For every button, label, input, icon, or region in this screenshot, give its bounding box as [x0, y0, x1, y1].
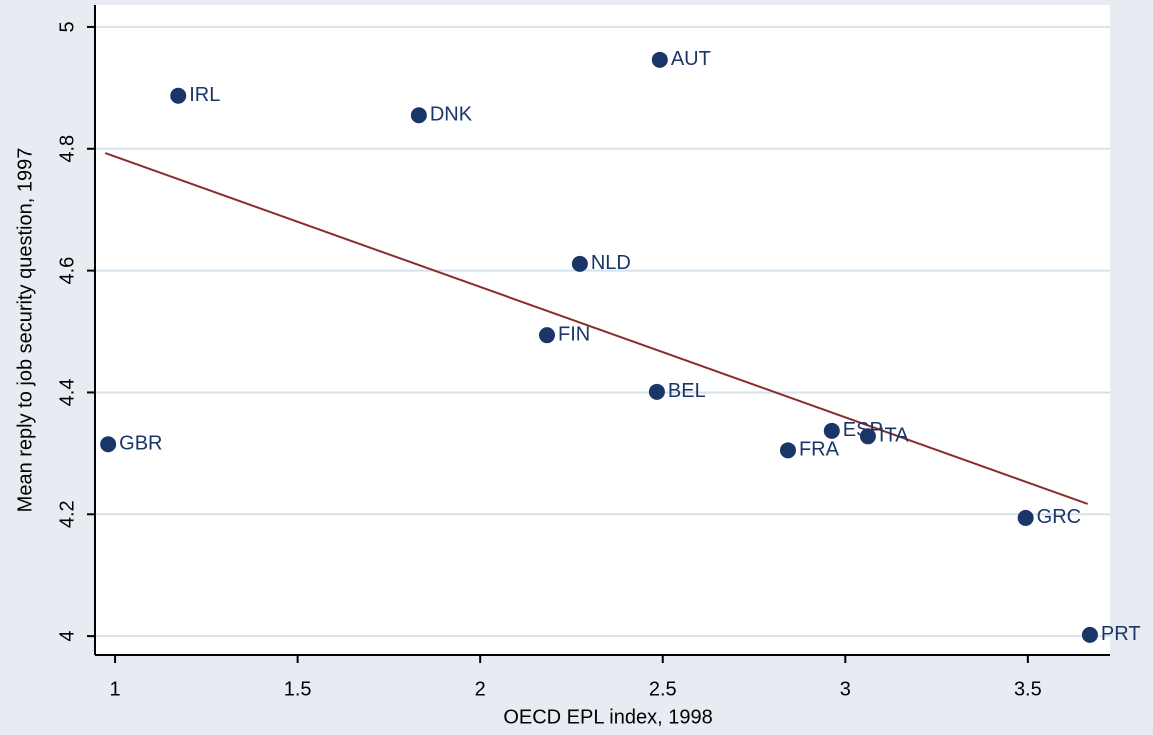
point-label: FRA	[799, 439, 840, 461]
point	[859, 428, 876, 445]
x-tick-label: 2	[475, 678, 486, 700]
point-label: AUT	[671, 48, 711, 70]
point	[170, 87, 187, 104]
y-tick-label: 5	[56, 21, 78, 32]
point	[823, 422, 840, 439]
y-tick-label: 4.2	[56, 500, 78, 528]
x-tick-label: 2.5	[649, 678, 677, 700]
y-tick-label: 4.4	[56, 379, 78, 407]
y-tick-label: 4	[56, 631, 78, 642]
x-tick-label: 1.5	[284, 678, 312, 700]
point	[571, 255, 588, 272]
point-label: BEL	[668, 380, 706, 402]
y-tick-label: 4.6	[56, 257, 78, 285]
point-label: FIN	[558, 323, 590, 345]
point-label: GBR	[119, 433, 162, 455]
point	[410, 107, 427, 124]
x-axis-label: OECD EPL index, 1998	[503, 706, 712, 728]
y-axis-label: Mean reply to job security question, 199…	[14, 148, 36, 513]
point-label: PRT	[1101, 623, 1141, 645]
x-tick-label: 3.5	[1014, 678, 1042, 700]
point-label: NLD	[591, 252, 631, 274]
point-label: IRL	[189, 84, 220, 106]
point	[539, 327, 556, 344]
x-tick-label: 3	[840, 678, 851, 700]
point	[651, 51, 668, 68]
point-label: ITA	[879, 425, 909, 447]
point-label: GRC	[1037, 506, 1081, 528]
point	[779, 442, 796, 459]
x-tick-label: 1	[110, 678, 121, 700]
point	[1017, 509, 1034, 526]
point	[648, 383, 665, 400]
point-label: DNK	[430, 104, 473, 126]
point	[1081, 626, 1098, 643]
y-tick-label: 4.8	[56, 135, 78, 163]
fit-line	[104, 152, 1089, 505]
point	[100, 436, 117, 453]
